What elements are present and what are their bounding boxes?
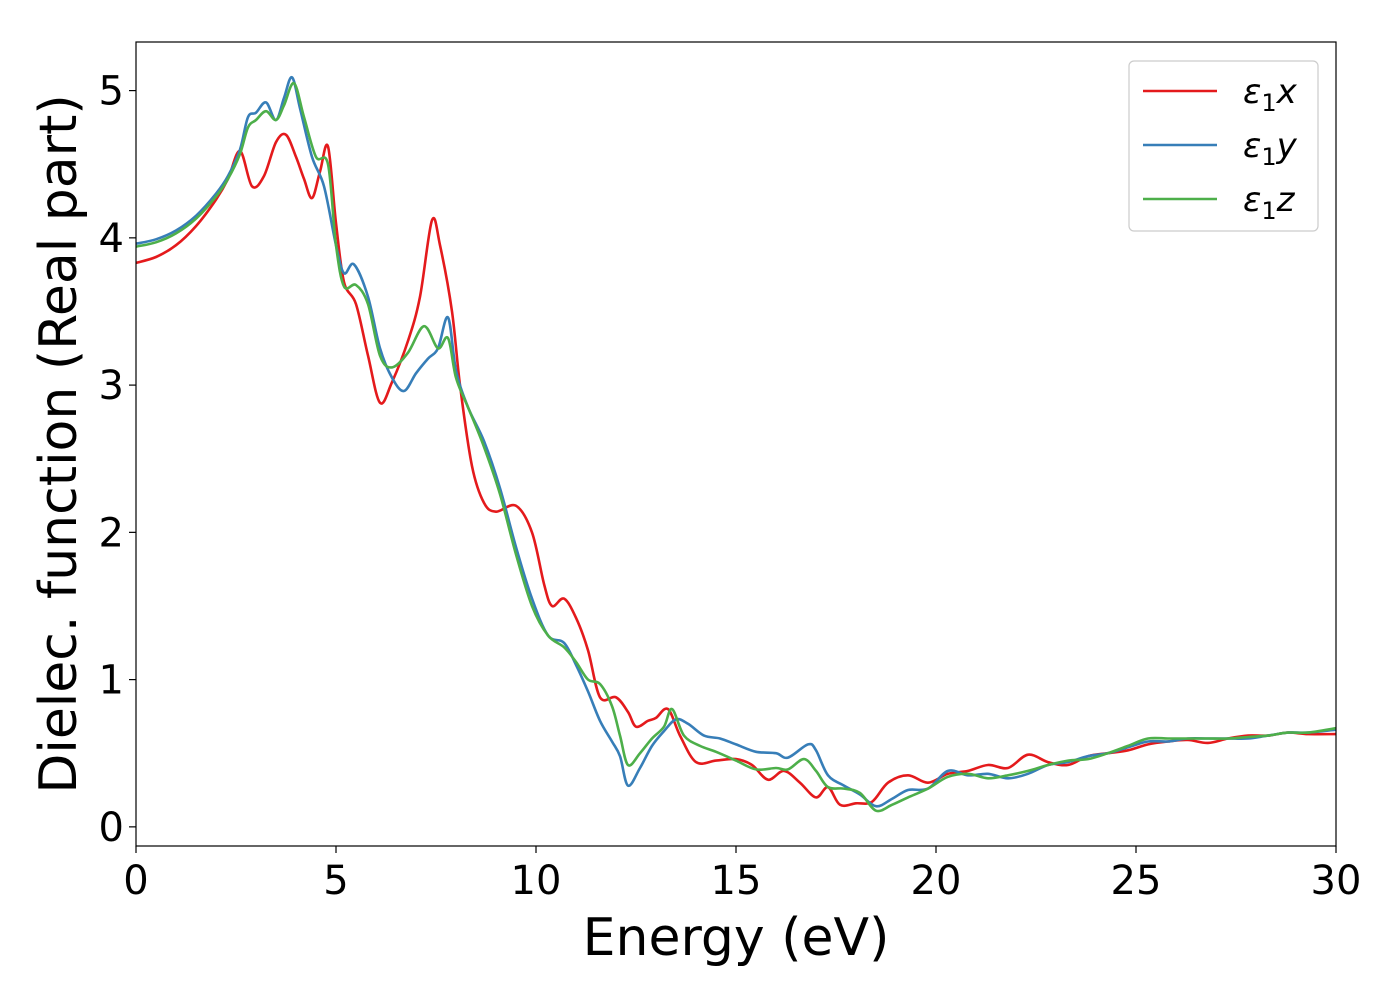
x-tick-label: 15 [711,858,762,904]
y-tick-label: 3 [99,363,124,409]
y-axis-title: Dielec. function (Real part) [29,94,89,793]
y-tick-label: 2 [99,510,124,556]
x-tick-label: 5 [323,858,348,904]
x-tick-label: 0 [123,858,148,904]
series-line-x [135,132,1337,808]
legend-box [1128,60,1319,232]
y-tick-label: 4 [99,216,124,262]
y-tick-label: 1 [99,658,124,704]
legend-label-y: ε1y [1243,126,1298,171]
x-axis-title: Energy (eV) [583,908,890,968]
x-axis-ticks: 0 5 10 15 20 25 30 [123,846,1361,904]
y-tick-label: 0 [99,805,124,851]
series-layer [135,75,1337,813]
series-line-z [135,81,1337,813]
legend-label-x: ε1x [1243,72,1298,117]
legend: ε1x ε1y ε1z [1128,60,1319,232]
y-tick-label: 5 [99,69,124,115]
x-tick-label: 25 [1111,858,1162,904]
x-tick-label: 30 [1311,858,1362,904]
x-tick-label: 20 [911,858,962,904]
legend-label-z: ε1z [1243,180,1296,225]
x-tick-label: 10 [511,858,562,904]
y-axis-ticks: 0 1 2 3 4 5 [99,69,136,851]
